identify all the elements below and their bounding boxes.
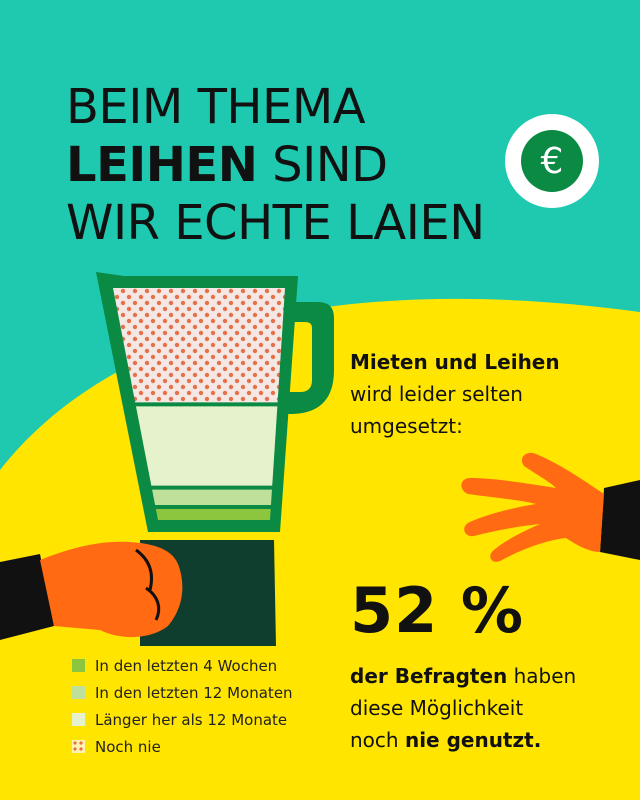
stacked-bar-chart [113, 288, 285, 520]
bar-segment-1 [155, 509, 271, 520]
headline: BEIM THEMA LEIHEN SIND WIR ECHTE LAIEN [66, 78, 485, 252]
legend: In den letzten 4 Wochen In den letzten 12… [72, 652, 293, 760]
euro-badge: € [505, 114, 599, 208]
headline-line-1: BEIM THEMA [66, 79, 366, 135]
right-sleeve [600, 480, 640, 560]
description-line-3: noch nie genutzt. [350, 728, 542, 752]
legend-label: Länger her als 12 Monate [95, 710, 288, 729]
highlight-percentage: 52 % [350, 574, 524, 647]
bar-segment-2 [152, 489, 272, 505]
euro-icon: € [521, 130, 583, 192]
legend-swatch [72, 740, 85, 753]
legend-item: In den letzten 4 Wochen [72, 652, 293, 679]
blender-handle [288, 302, 334, 414]
description-text: der Befragten haben diese Möglichkeit no… [350, 660, 576, 756]
legend-label: Noch nie [95, 737, 161, 756]
legend-item: In den letzten 12 Monaten [72, 679, 293, 706]
legend-swatch [72, 713, 85, 726]
right-hand [461, 452, 604, 562]
legend-swatch [72, 686, 85, 699]
intro-text: Mieten und Leihen wird leider selten umg… [350, 346, 560, 442]
legend-item: Länger her als 12 Monate [72, 706, 293, 733]
legend-swatch [72, 659, 85, 672]
bar-segment-4 [113, 288, 285, 403]
headline-line-2: LEIHEN SIND [66, 137, 388, 193]
legend-label: In den letzten 4 Wochen [95, 656, 278, 675]
description-line-2: diese Möglichkeit [350, 696, 524, 720]
description-line-1: der Befragten haben [350, 664, 577, 688]
bar-segment-3 [135, 406, 278, 486]
legend-item: Noch nie [72, 733, 293, 760]
left-hand [40, 541, 183, 638]
intro-line-2: wird leider selten [350, 382, 523, 406]
legend-label: In den letzten 12 Monaten [95, 683, 293, 702]
headline-line-3: WIR ECHTE LAIEN [66, 195, 485, 251]
left-sleeve [0, 554, 54, 640]
intro-bold: Mieten und Leihen [350, 350, 560, 374]
intro-line-3: umgesetzt: [350, 414, 463, 438]
